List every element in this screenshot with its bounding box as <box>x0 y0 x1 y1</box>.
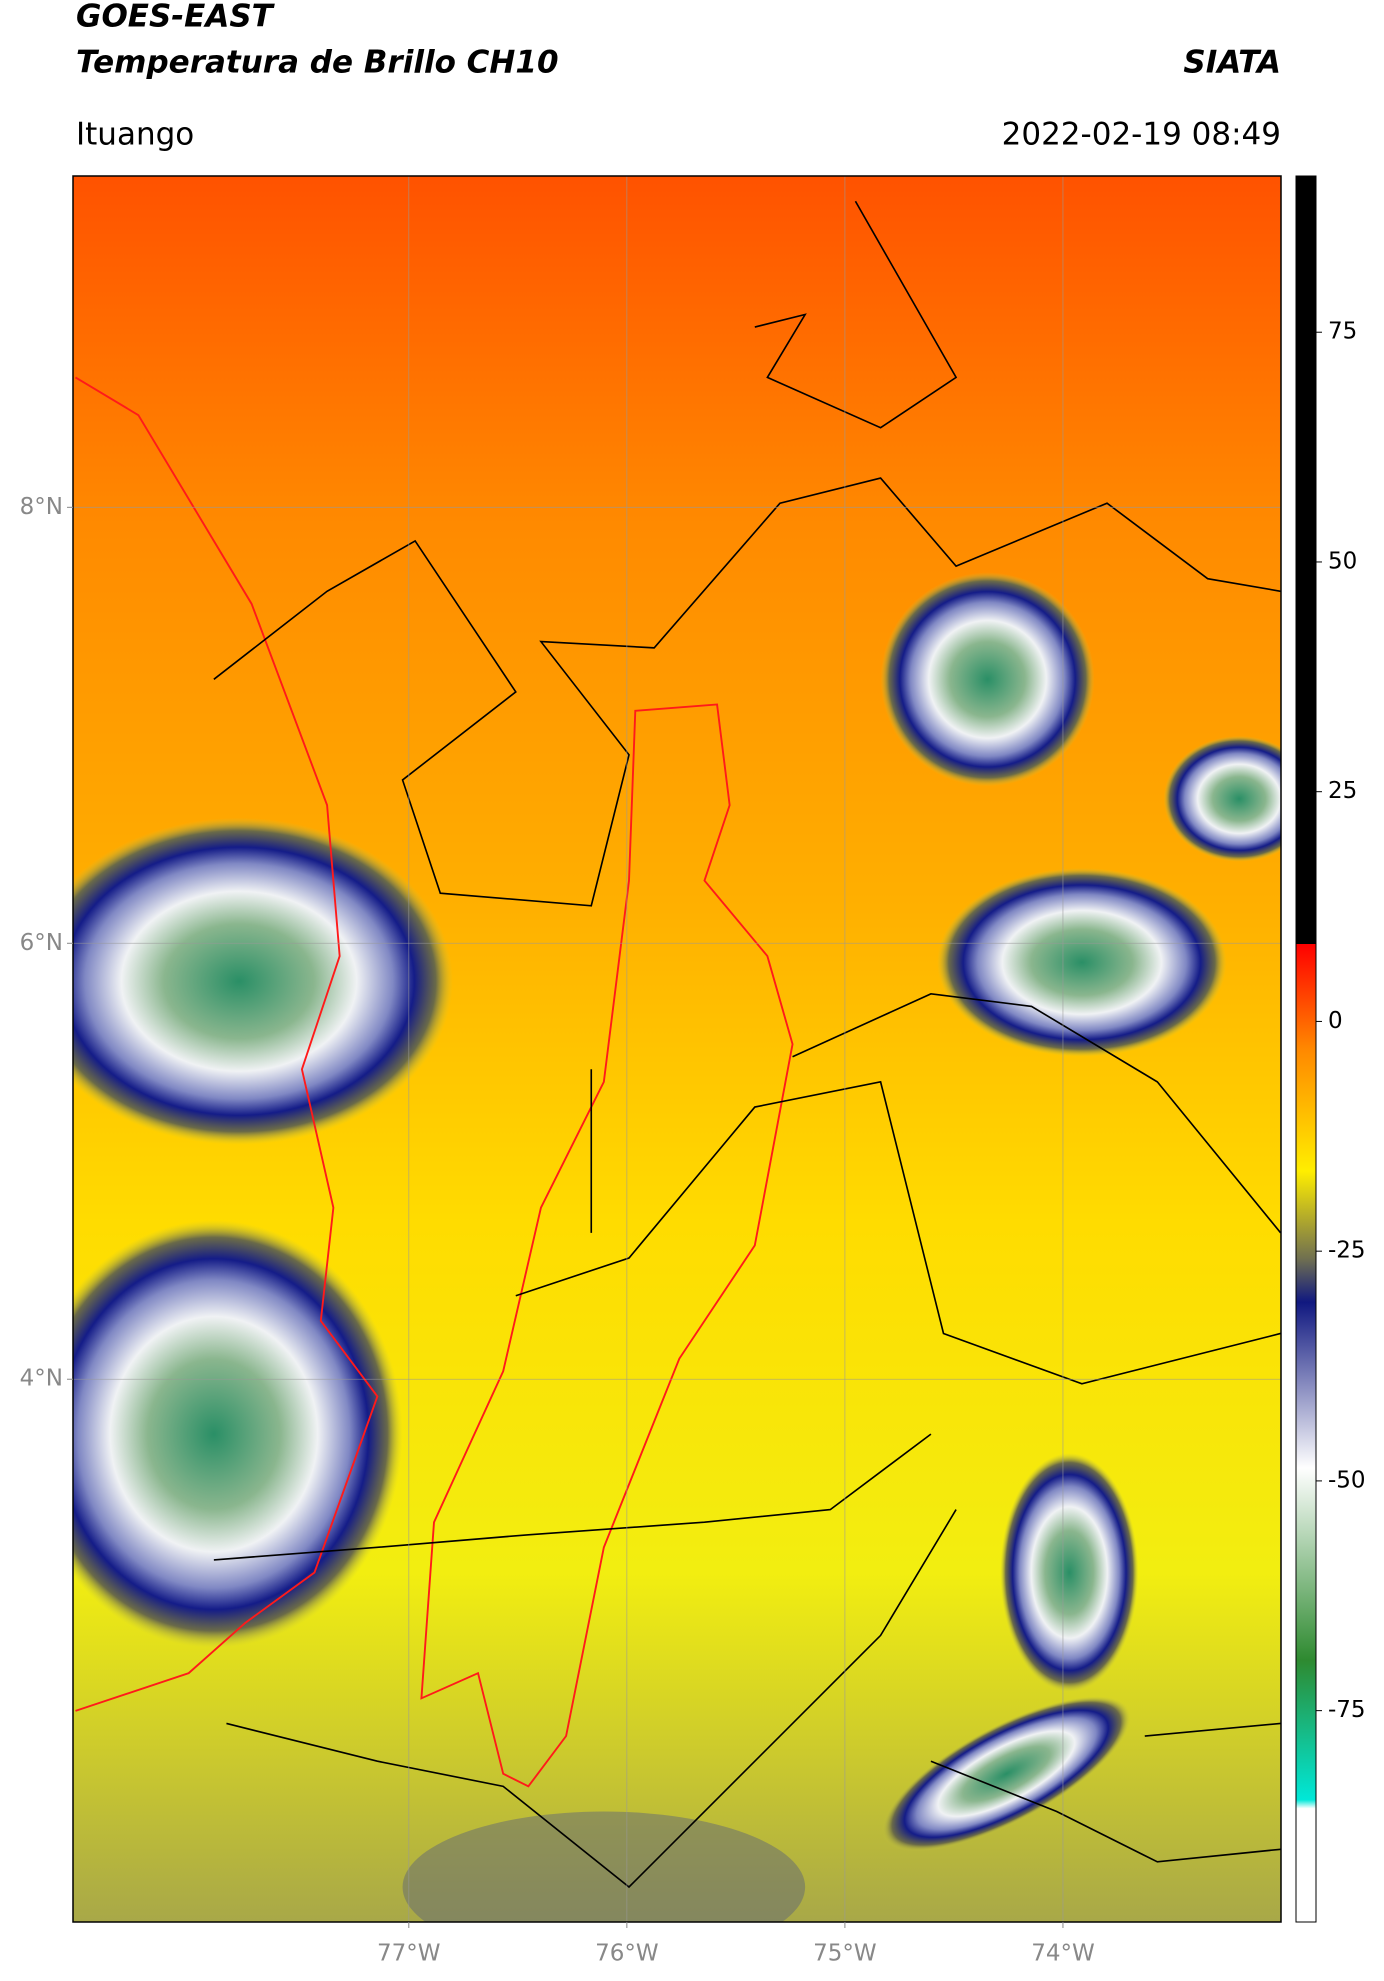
datetime: 2022-02-19 08:49 <box>1002 117 1281 153</box>
title: GOES-EAST <box>76 0 276 35</box>
cloud <box>73 817 453 1145</box>
lon-tick-label: 74°W <box>1031 1941 1095 1967</box>
cloud <box>882 1696 1131 1852</box>
source: SIATA <box>1183 45 1281 81</box>
colorbar <box>1295 175 1317 1923</box>
cloud <box>73 1220 403 1648</box>
cloud <box>880 572 1095 787</box>
grid <box>73 176 1281 1922</box>
lon-tick-label: 76°W <box>595 1941 659 1967</box>
lat-tick-label: 8°N <box>20 494 63 520</box>
colorbar-tick-label: 25 <box>1328 778 1357 804</box>
region-border <box>420 703 794 1788</box>
coastline <box>74 376 379 1712</box>
cloud <box>1000 1452 1139 1693</box>
clouds <box>73 200 1281 1922</box>
lon-tick-label: 77°W <box>377 1941 441 1967</box>
colorbar-tick-label: -50 <box>1328 1467 1366 1493</box>
lat-tick-label: 4°N <box>20 1366 63 1392</box>
colorbar-tick-label: -25 <box>1328 1238 1366 1264</box>
colorbar-tick-label: -75 <box>1328 1697 1366 1723</box>
cloud <box>937 868 1227 1057</box>
colorbar-tick-label: 75 <box>1328 319 1357 345</box>
colorbar-tick-label: 50 <box>1328 548 1357 574</box>
lat-tick-label: 6°N <box>20 930 63 956</box>
cloud <box>1163 735 1281 862</box>
subtitle: Temperatura de Brillo CH10 <box>76 45 559 81</box>
admin-border <box>213 200 1281 1889</box>
map <box>73 176 1281 1922</box>
colorbar-tick-label: 0 <box>1328 1008 1343 1034</box>
location: Ituango <box>76 117 194 153</box>
lon-tick-label: 75°W <box>813 1941 877 1967</box>
map-frame <box>72 175 1282 1923</box>
